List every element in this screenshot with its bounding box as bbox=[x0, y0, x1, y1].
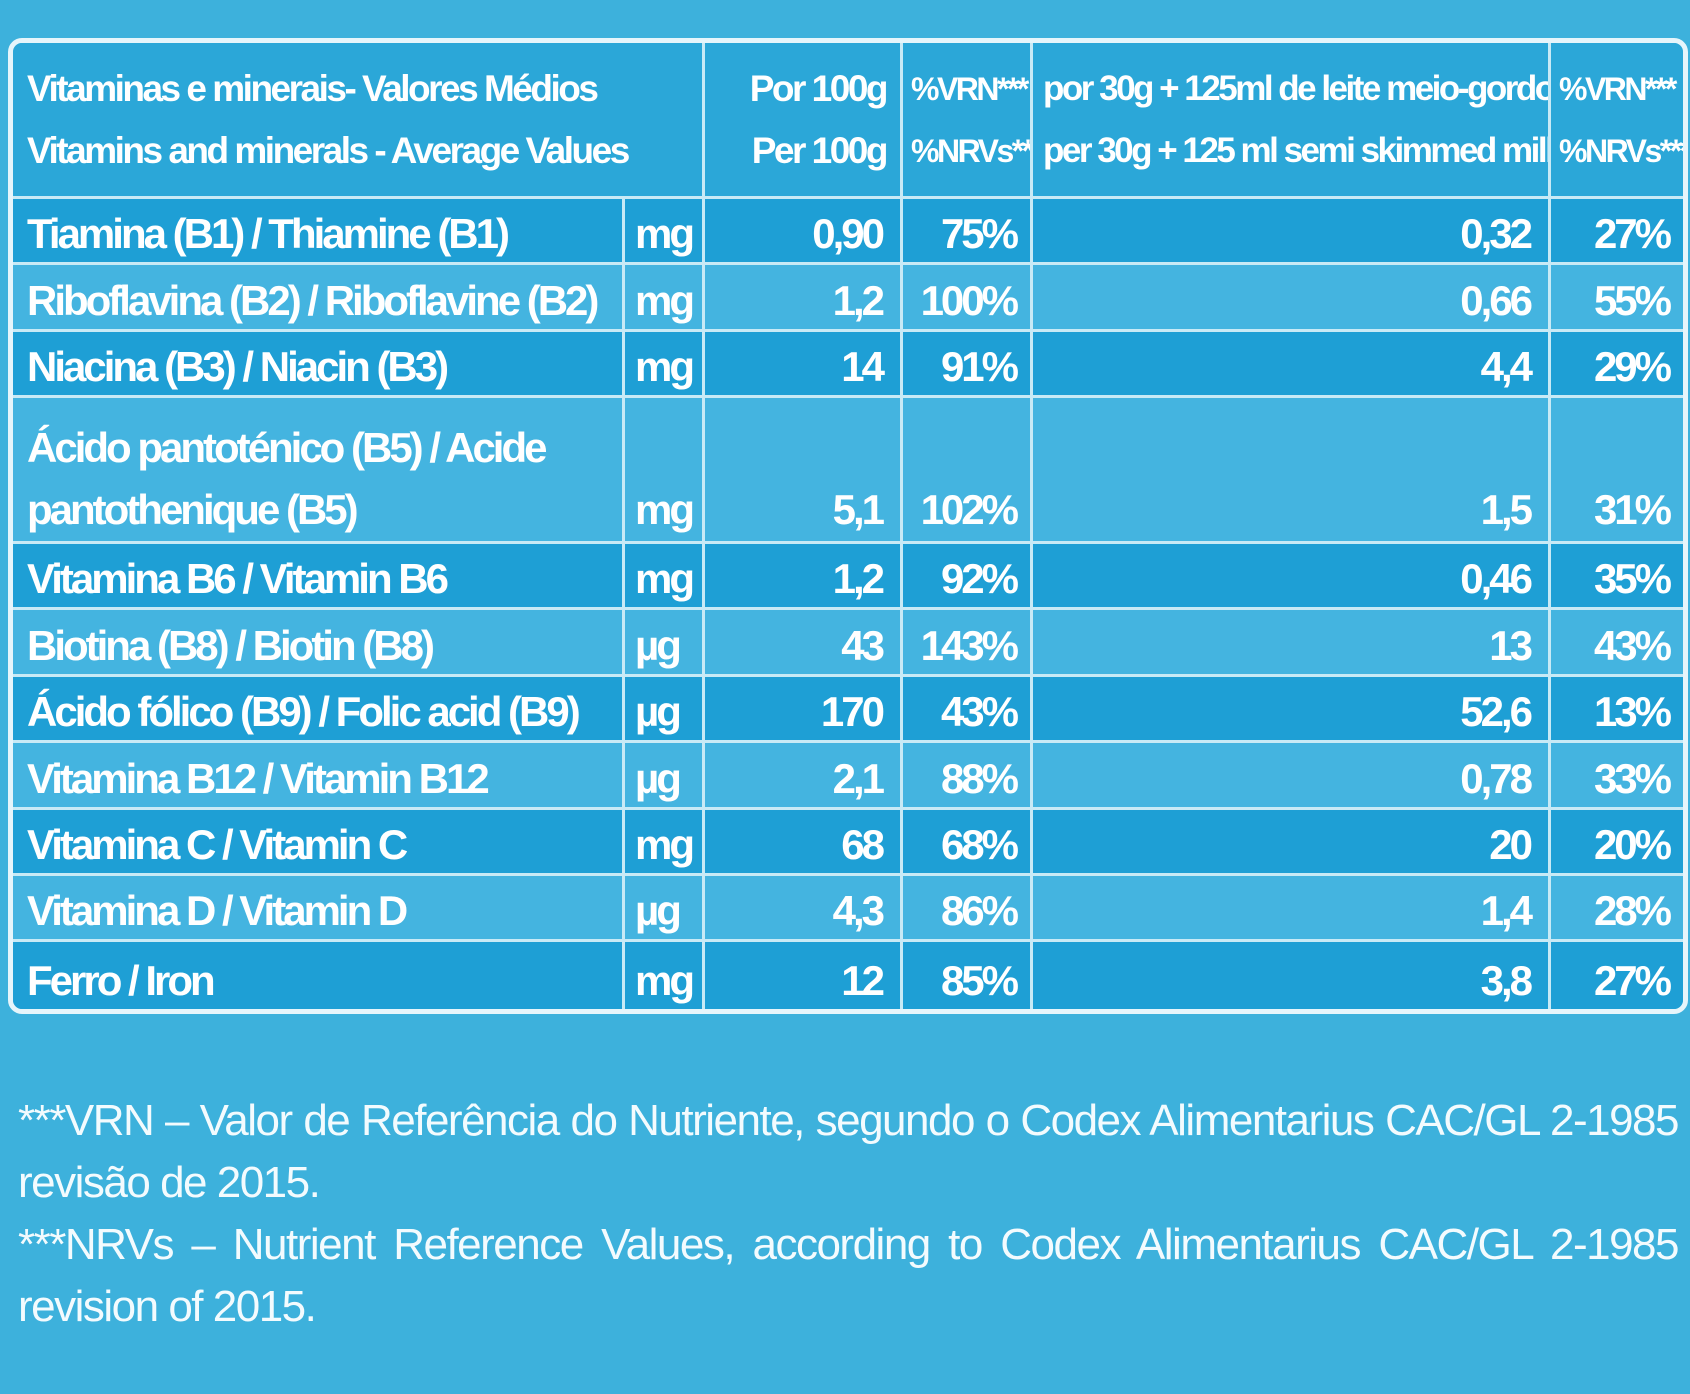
header-per100-en: Per 100g bbox=[751, 129, 889, 171]
nutrient-name: Vitamina B6 / Vitamin B6 bbox=[13, 543, 625, 611]
header-nutrient-pt: Vitaminas e minerais- Valores Médios bbox=[27, 67, 599, 109]
value-serving: 1,4 bbox=[1033, 876, 1551, 943]
nutrition-table: Vitaminas e minerais- Valores Médios Vit… bbox=[8, 38, 1688, 1014]
header-pct-serving: %VRN*** %NRVs*** bbox=[1551, 43, 1683, 199]
table-header-row: Vitaminas e minerais- Valores Médios Vit… bbox=[13, 43, 1683, 199]
value-per100: 0,90 bbox=[705, 199, 903, 266]
pct-serving: 35% bbox=[1551, 543, 1683, 611]
value-per100: 5,1 bbox=[705, 398, 903, 544]
pct-serving: 27% bbox=[1551, 199, 1683, 266]
value-serving: 0,32 bbox=[1033, 199, 1551, 266]
nutrient-unit: mg bbox=[625, 942, 705, 1009]
pct-per100: 75% bbox=[903, 199, 1033, 266]
nutrient-unit: mg bbox=[625, 398, 705, 544]
table-row: Riboflavina (B2) / Riboflavine (B2) mg 1… bbox=[13, 265, 1683, 332]
header-nutrient: Vitaminas e minerais- Valores Médios Vit… bbox=[13, 43, 705, 199]
value-per100: 68 bbox=[705, 809, 903, 876]
header-nutrient-en: Vitamins and minerals - Average Values bbox=[27, 129, 630, 171]
pct-per100: 102% bbox=[903, 398, 1033, 544]
pct-serving: 27% bbox=[1551, 942, 1683, 1009]
pct-per100: 86% bbox=[903, 876, 1033, 943]
table-row: Vitamina B12 / Vitamin B12 µg 2,1 88% 0,… bbox=[13, 743, 1683, 810]
value-per100: 4,3 bbox=[705, 876, 903, 943]
pct-serving: 29% bbox=[1551, 331, 1683, 399]
value-per100: 1,2 bbox=[705, 265, 903, 332]
nutrient-name: Tiamina (B1) / Thiamine (B1) bbox=[13, 199, 625, 266]
nutrient-unit: µg bbox=[625, 610, 705, 677]
nutrient-name: Niacina (B3) / Niacin (B3) bbox=[13, 331, 625, 399]
value-per100: 2,1 bbox=[705, 743, 903, 810]
nutrient-unit: mg bbox=[625, 265, 705, 332]
value-serving: 1,5 bbox=[1033, 398, 1551, 544]
table-row: Biotina (B8) / Biotin (B8) µg 43 143% 13… bbox=[13, 610, 1683, 677]
pct-per100: 88% bbox=[903, 743, 1033, 810]
pct-serving: 28% bbox=[1551, 876, 1683, 943]
footnotes: ***VRN – Valor de Referência do Nutrient… bbox=[18, 1090, 1680, 1338]
value-serving: 0,46 bbox=[1033, 543, 1551, 611]
nutrient-name: Vitamina B12 / Vitamin B12 bbox=[13, 743, 625, 810]
table-row: Vitamina B6 / Vitamin B6 mg 1,2 92% 0,46… bbox=[13, 543, 1683, 611]
pct-per100: 91% bbox=[903, 331, 1033, 399]
value-serving: 13 bbox=[1033, 610, 1551, 677]
pct-serving: 13% bbox=[1551, 676, 1683, 744]
table-row: Tiamina (B1) / Thiamine (B1) mg 0,90 75%… bbox=[13, 199, 1683, 266]
nutrient-unit: µg bbox=[625, 743, 705, 810]
header-per100-pt: Por 100g bbox=[749, 67, 889, 109]
nutrient-name: Ferro / Iron bbox=[13, 942, 625, 1009]
pct-per100: 92% bbox=[903, 543, 1033, 611]
nutrient-unit: mg bbox=[625, 331, 705, 399]
value-serving: 20 bbox=[1033, 809, 1551, 876]
pct-serving: 33% bbox=[1551, 743, 1683, 810]
pct-per100: 68% bbox=[903, 809, 1033, 876]
footnote-vrn-line1: ***VRN – Valor de Referência do Nutrient… bbox=[18, 1096, 1680, 1145]
header-serving: por 30g + 125ml de leite meio-gordo per … bbox=[1033, 43, 1551, 199]
footnote-vrn-line2: revisão de 2015. bbox=[18, 1158, 321, 1207]
pct-per100: 43% bbox=[903, 676, 1033, 744]
table-row: Vitamina D / Vitamin D µg 4,3 86% 1,4 28… bbox=[13, 876, 1683, 943]
value-per100: 12 bbox=[705, 942, 903, 1009]
pct-per100: 100% bbox=[903, 265, 1033, 332]
value-serving: 52,6 bbox=[1033, 676, 1551, 744]
nutrient-name: Biotina (B8) / Biotin (B8) bbox=[13, 610, 625, 677]
pct-serving: 31% bbox=[1551, 398, 1683, 544]
nutrient-unit: µg bbox=[625, 876, 705, 943]
table-row: Vitamina C / Vitamin C mg 68 68% 20 20% bbox=[13, 809, 1683, 876]
header-pct100: %VRN*** %NRVs*** bbox=[903, 43, 1033, 199]
nutrient-unit: µg bbox=[625, 676, 705, 744]
value-serving: 0,66 bbox=[1033, 265, 1551, 332]
nutrient-name: Vitamina D / Vitamin D bbox=[13, 876, 625, 943]
pct-per100: 85% bbox=[903, 942, 1033, 1009]
header-serving-en: per 30g + 125 ml semi skimmed milk bbox=[1043, 130, 1551, 170]
value-per100: 14 bbox=[705, 331, 903, 399]
header-pct-serving-en: %NRVs*** bbox=[1559, 132, 1683, 169]
nutrient-unit: mg bbox=[625, 809, 705, 876]
nutrient-name: Ácido fólico (B9) / Folic acid (B9) bbox=[13, 676, 625, 744]
nutrient-name: Riboflavina (B2) / Riboflavine (B2) bbox=[13, 265, 625, 332]
footnote-nrv-line1: ***NRVs – Nutrient Reference Values, acc… bbox=[18, 1220, 1680, 1269]
table-row: Ácido pantoténico (B5) / Acide pantothen… bbox=[13, 398, 1683, 544]
header-serving-pt: por 30g + 125ml de leite meio-gordo bbox=[1043, 68, 1551, 108]
pct-serving: 20% bbox=[1551, 809, 1683, 876]
table-row: Ácido fólico (B9) / Folic acid (B9) µg 1… bbox=[13, 676, 1683, 744]
nutrient-name: Ácido pantoténico (B5) / Acide pantothen… bbox=[13, 398, 625, 544]
nutrient-unit: mg bbox=[625, 543, 705, 611]
nutrient-name: Vitamina C / Vitamin C bbox=[13, 809, 625, 876]
header-pct100-en: %NRVs*** bbox=[911, 132, 1033, 169]
table-row: Ferro / Iron mg 12 85% 3,8 27% bbox=[13, 942, 1683, 1009]
value-per100: 170 bbox=[705, 676, 903, 744]
pct-per100: 143% bbox=[903, 610, 1033, 677]
pct-serving: 55% bbox=[1551, 265, 1683, 332]
header-pct100-pt: %VRN*** bbox=[911, 70, 1029, 107]
value-serving: 4,4 bbox=[1033, 331, 1551, 399]
nutrient-unit: mg bbox=[625, 199, 705, 266]
value-serving: 3,8 bbox=[1033, 942, 1551, 1009]
value-per100: 43 bbox=[705, 610, 903, 677]
pct-serving: 43% bbox=[1551, 610, 1683, 677]
table-row: Niacina (B3) / Niacin (B3) mg 14 91% 4,4… bbox=[13, 331, 1683, 399]
value-per100: 1,2 bbox=[705, 543, 903, 611]
header-per100: Por 100g Per 100g bbox=[705, 43, 903, 199]
header-pct-serving-pt: %VRN*** bbox=[1559, 70, 1677, 107]
value-serving: 0,78 bbox=[1033, 743, 1551, 810]
footnote-nrv-line2: revision of 2015. bbox=[18, 1282, 317, 1331]
